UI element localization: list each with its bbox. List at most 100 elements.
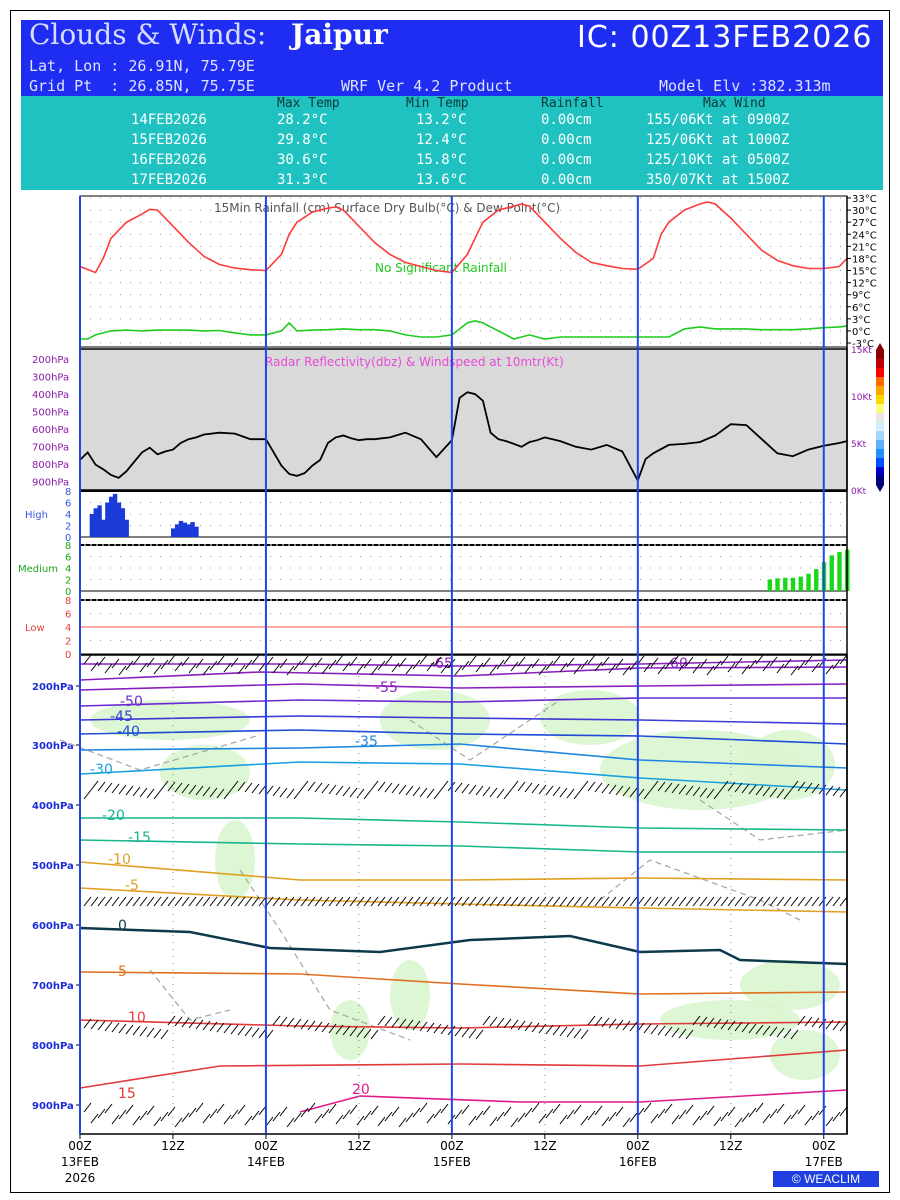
wind-barb — [468, 784, 477, 795]
windspeed-line — [79, 391, 848, 483]
radar-label: Radar Reflectivity(dbz) & Windspeed at 1… — [265, 355, 564, 369]
wind-barb — [370, 1105, 379, 1116]
wind-barb — [559, 1114, 568, 1125]
wind-barb — [552, 655, 561, 666]
summary-date: 14FEB2026 — [131, 112, 207, 128]
cloud-bar — [97, 505, 102, 537]
wind-barb — [356, 896, 365, 907]
wind-barb — [412, 659, 421, 670]
wind-barb — [503, 789, 512, 800]
wind-barb — [601, 1017, 610, 1028]
cloud-bar — [178, 520, 184, 537]
wind-barb — [664, 1026, 673, 1037]
temp-contour-label: -20 — [102, 808, 125, 824]
wind-barb — [818, 657, 827, 668]
radar-panel — [79, 348, 848, 491]
wind-barb — [531, 658, 540, 669]
wind-barb — [804, 655, 813, 666]
wind-barb — [90, 1019, 99, 1030]
cloud-panel-medium — [79, 544, 848, 592]
wind-barb — [489, 664, 498, 675]
wind-barb — [433, 656, 442, 667]
wind-barb — [720, 780, 729, 791]
wind-barb — [321, 664, 330, 675]
cloud-tick-label: 0 — [65, 587, 71, 598]
pressure-label: 600hPa — [32, 921, 74, 932]
wind-barb — [433, 1108, 442, 1119]
wind-barb — [188, 1107, 197, 1118]
wind-barb — [762, 1025, 771, 1036]
wind-barb — [839, 787, 848, 798]
wind-barb — [370, 665, 379, 676]
wind-barb — [755, 1024, 764, 1035]
wind-barb — [678, 1109, 687, 1120]
wind-barb — [762, 1113, 771, 1124]
colorbar-cell — [876, 386, 884, 395]
y-tick-label: 18°C — [852, 254, 877, 265]
temp-contour-label: -35 — [355, 734, 378, 750]
wind-barb — [685, 656, 694, 667]
temp-contour-label: 0 — [118, 918, 127, 934]
wind-barb — [622, 896, 631, 907]
humidity-region — [770, 1030, 840, 1080]
copyright-text: © WEACLIM — [791, 1172, 861, 1186]
y-tick-label: 0°C — [852, 327, 870, 338]
wind-barb — [202, 665, 211, 676]
temp-contour — [79, 839, 847, 853]
wind-barb — [706, 665, 715, 676]
wind-barb — [454, 1109, 463, 1120]
wind-barb — [818, 1018, 827, 1029]
radar-pressure-label: 400hPa — [32, 390, 69, 401]
wind-barb — [664, 782, 673, 793]
wind-barb — [426, 1113, 435, 1124]
wind-barb — [286, 1017, 295, 1028]
wind-barb — [454, 1026, 463, 1037]
wind-barb — [461, 896, 470, 907]
wind-barb — [804, 782, 813, 793]
temp-contour — [79, 1049, 848, 1089]
wind-barb — [797, 1015, 806, 1026]
colorbar-cell — [876, 458, 884, 467]
wind-barb — [181, 783, 190, 794]
wind-barb — [412, 1020, 421, 1031]
wind-barb — [300, 780, 309, 791]
wind-barb — [349, 787, 358, 798]
wind-barb — [237, 896, 246, 907]
x-tick-label: 12Z — [533, 1139, 557, 1153]
wind-barb — [503, 896, 512, 907]
wind-barb — [258, 896, 267, 907]
wind-barb — [510, 896, 519, 907]
wind-barb — [293, 1018, 302, 1029]
wind-barb — [643, 662, 652, 673]
wind-barb — [622, 786, 631, 797]
cloud-bar — [116, 502, 122, 537]
cloud-tick-label: 8 — [65, 487, 71, 498]
wind-barb — [265, 656, 274, 667]
wind-barb — [153, 896, 162, 907]
wind-barb — [622, 1117, 631, 1128]
wind-barb — [342, 786, 351, 797]
wind-barb — [328, 896, 337, 907]
wind-barb — [692, 663, 701, 674]
cloud-bar — [186, 524, 191, 537]
cloud-tick-label: 6 — [65, 610, 71, 621]
wind-barb — [272, 896, 281, 907]
wind-barb — [419, 654, 428, 665]
wind-barb — [433, 896, 442, 907]
wind-barb — [699, 1016, 708, 1027]
wind-barb — [440, 896, 449, 907]
wind-barb — [328, 1103, 337, 1114]
wind-barb — [90, 896, 99, 907]
wind-barb — [713, 1018, 722, 1029]
wind-barb — [258, 661, 267, 672]
summary-max-temp: 31.3°C — [277, 172, 328, 188]
wind-barb — [692, 896, 701, 907]
wind-barb — [482, 896, 491, 907]
y-tick-label: 30°C — [852, 206, 877, 217]
wind-barb — [209, 1108, 218, 1119]
wind-barb — [727, 662, 736, 673]
wind-barb — [377, 1116, 386, 1127]
wind-barb — [601, 656, 610, 667]
wind-barb — [265, 1029, 274, 1040]
